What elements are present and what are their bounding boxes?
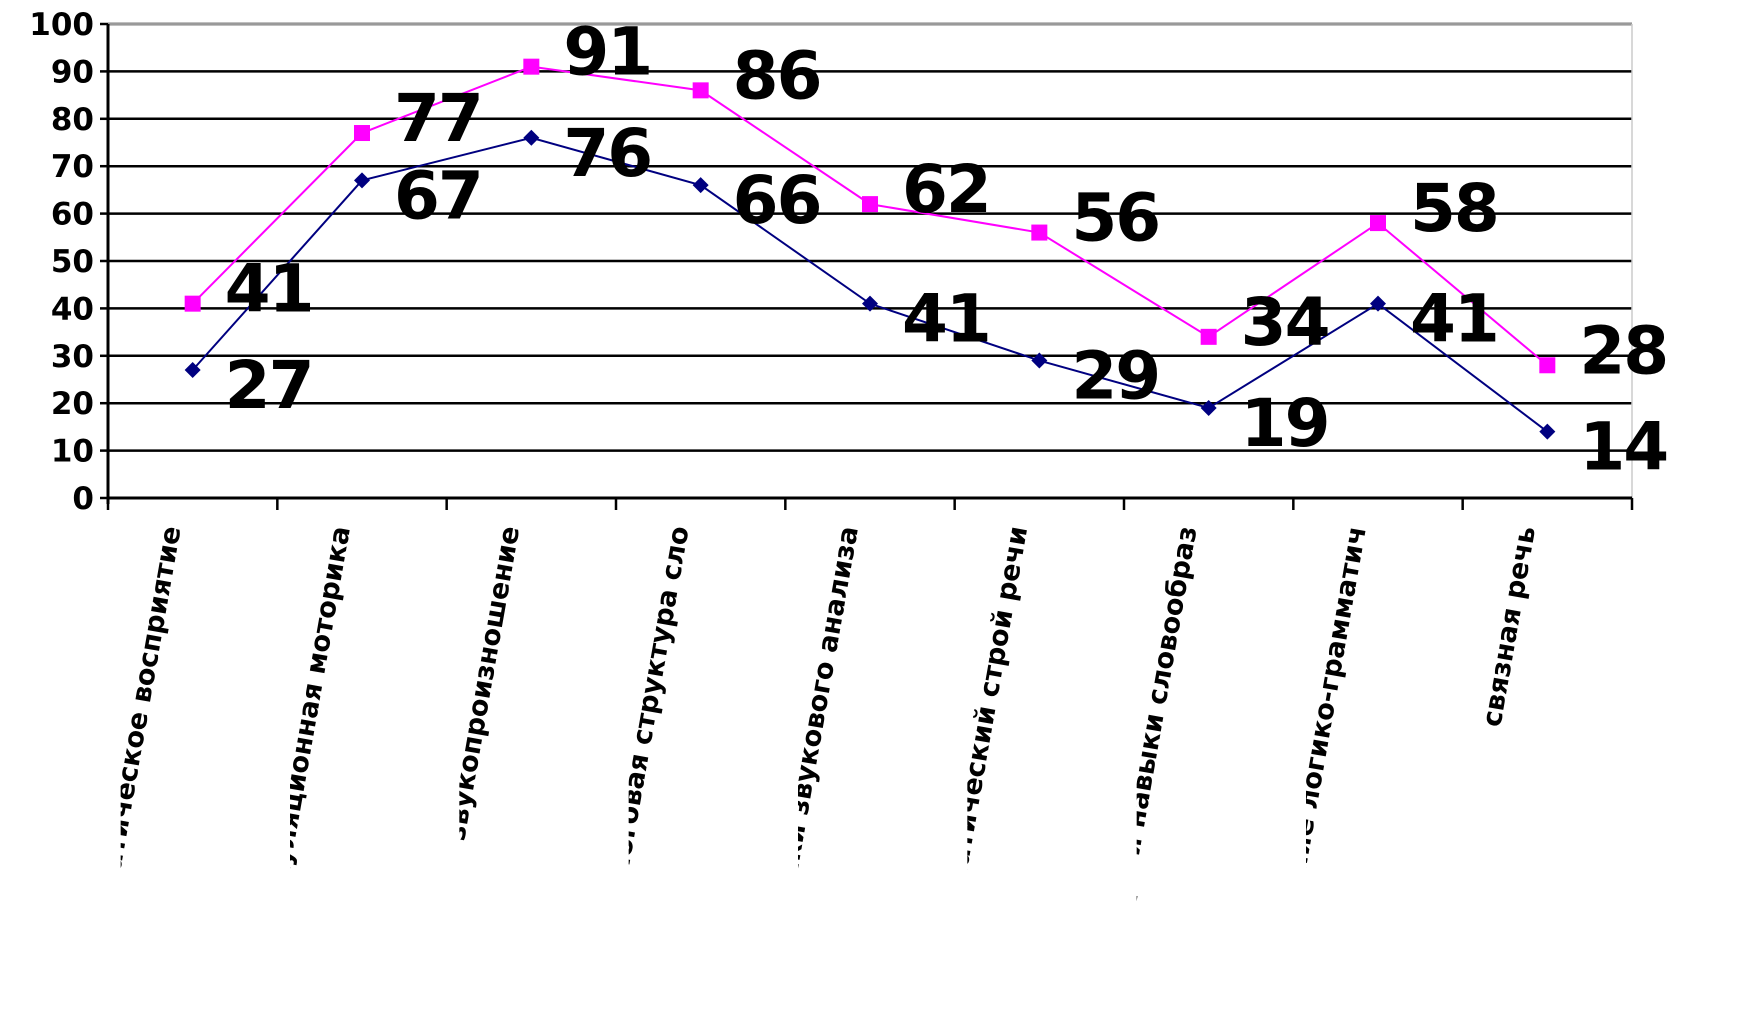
y-tick-label: 0 <box>72 481 94 517</box>
category-label-wrap: звуко-слоговая структура сло <box>584 524 696 991</box>
y-tick-label: 50 <box>51 244 94 280</box>
point-marker-square <box>1370 215 1386 232</box>
data-label: 28 <box>1579 312 1667 389</box>
category-label-wrap: словарь и навыки словообраз <box>1092 524 1204 992</box>
point-marker-square <box>1031 224 1048 241</box>
data-label: 14 <box>1579 409 1667 486</box>
y-tick-label: 20 <box>51 386 94 422</box>
x-category-label: словарь и навыки словообраз <box>1092 524 1204 992</box>
point-marker-square <box>354 125 370 142</box>
y-tick-label: 40 <box>51 291 94 327</box>
category-label-wrap: понимание логико-грамматич <box>1261 524 1373 989</box>
category-label-wrap: связная речь <box>1476 524 1542 729</box>
data-label: 29 <box>1071 338 1159 415</box>
data-label: 41 <box>225 251 313 328</box>
x-category-label: понимание логико-грамматич <box>1261 524 1373 989</box>
y-tick-label: 60 <box>51 197 94 233</box>
x-axis-category-labels: фонематическое восприятие артикуляционная… <box>78 524 1543 992</box>
data-label: 56 <box>1071 180 1159 257</box>
point-marker-diamond <box>1200 399 1217 416</box>
data-label: 86 <box>733 37 821 114</box>
category-label-wrap: звукопроизношение <box>440 524 526 843</box>
data-label: 76 <box>563 115 651 192</box>
data-label: 66 <box>733 162 821 239</box>
point-marker-diamond <box>1370 295 1386 312</box>
point-marker-square <box>184 295 201 312</box>
category-label-wrap: навыки звукового анализа <box>762 524 865 941</box>
data-label: 77 <box>394 80 482 157</box>
category-label-wrap: фонематическое восприятие <box>78 524 188 976</box>
point-marker-diamond <box>354 172 370 189</box>
data-label: 58 <box>1410 170 1498 247</box>
point-marker-diamond <box>862 295 878 312</box>
x-category-label: навыки звукового анализа <box>762 524 865 941</box>
x-category-label: грамматический строй речи <box>927 524 1034 963</box>
point-marker-diamond <box>1031 352 1048 369</box>
x-category-label: звукопроизношение <box>440 524 526 843</box>
point-marker-square <box>523 58 540 75</box>
y-tick-label: 100 <box>29 7 94 43</box>
data-label: 41 <box>902 281 990 358</box>
series-group <box>184 58 1556 440</box>
data-label: 67 <box>394 157 482 234</box>
data-label: 19 <box>1241 385 1329 462</box>
point-marker-diamond <box>523 129 540 146</box>
point-marker-diamond <box>692 177 709 194</box>
point-marker-square <box>1539 357 1556 374</box>
category-label-wrap: грамматический строй речи <box>927 524 1034 963</box>
data-labels: 27 67 76 66 41 29 19 41 14 41 77 91 86 62 56 34 58 28 <box>225 14 1670 486</box>
y-tick-label: 70 <box>51 149 94 185</box>
data-label: 34 <box>1241 284 1329 361</box>
data-label: 27 <box>225 347 313 424</box>
category-label-wrap: артикуляционная моторика <box>251 524 357 957</box>
data-label: 62 <box>902 151 990 228</box>
point-marker-square <box>1200 328 1217 345</box>
x-category-label: артикуляционная моторика <box>251 524 357 957</box>
x-category-label: звуко-слоговая структура сло <box>584 524 696 991</box>
point-marker-square <box>862 196 878 213</box>
point-marker-diamond <box>184 362 201 379</box>
x-category-label: связная речь <box>1476 524 1542 729</box>
x-category-label: фонематическое восприятие <box>78 524 187 976</box>
y-axis-tick-labels: 0 10 20 30 40 50 60 70 80 90 100 <box>29 7 94 517</box>
data-label: 41 <box>1410 281 1498 358</box>
axes <box>100 22 1634 510</box>
y-tick-label: 30 <box>51 339 94 375</box>
data-label: 91 <box>563 14 651 91</box>
gridlines <box>108 22 1632 452</box>
y-tick-label: 10 <box>51 434 94 470</box>
point-marker-square <box>692 82 709 99</box>
point-marker-diamond <box>1539 423 1556 440</box>
y-tick-label: 80 <box>51 102 94 138</box>
y-tick-label: 90 <box>51 54 94 90</box>
